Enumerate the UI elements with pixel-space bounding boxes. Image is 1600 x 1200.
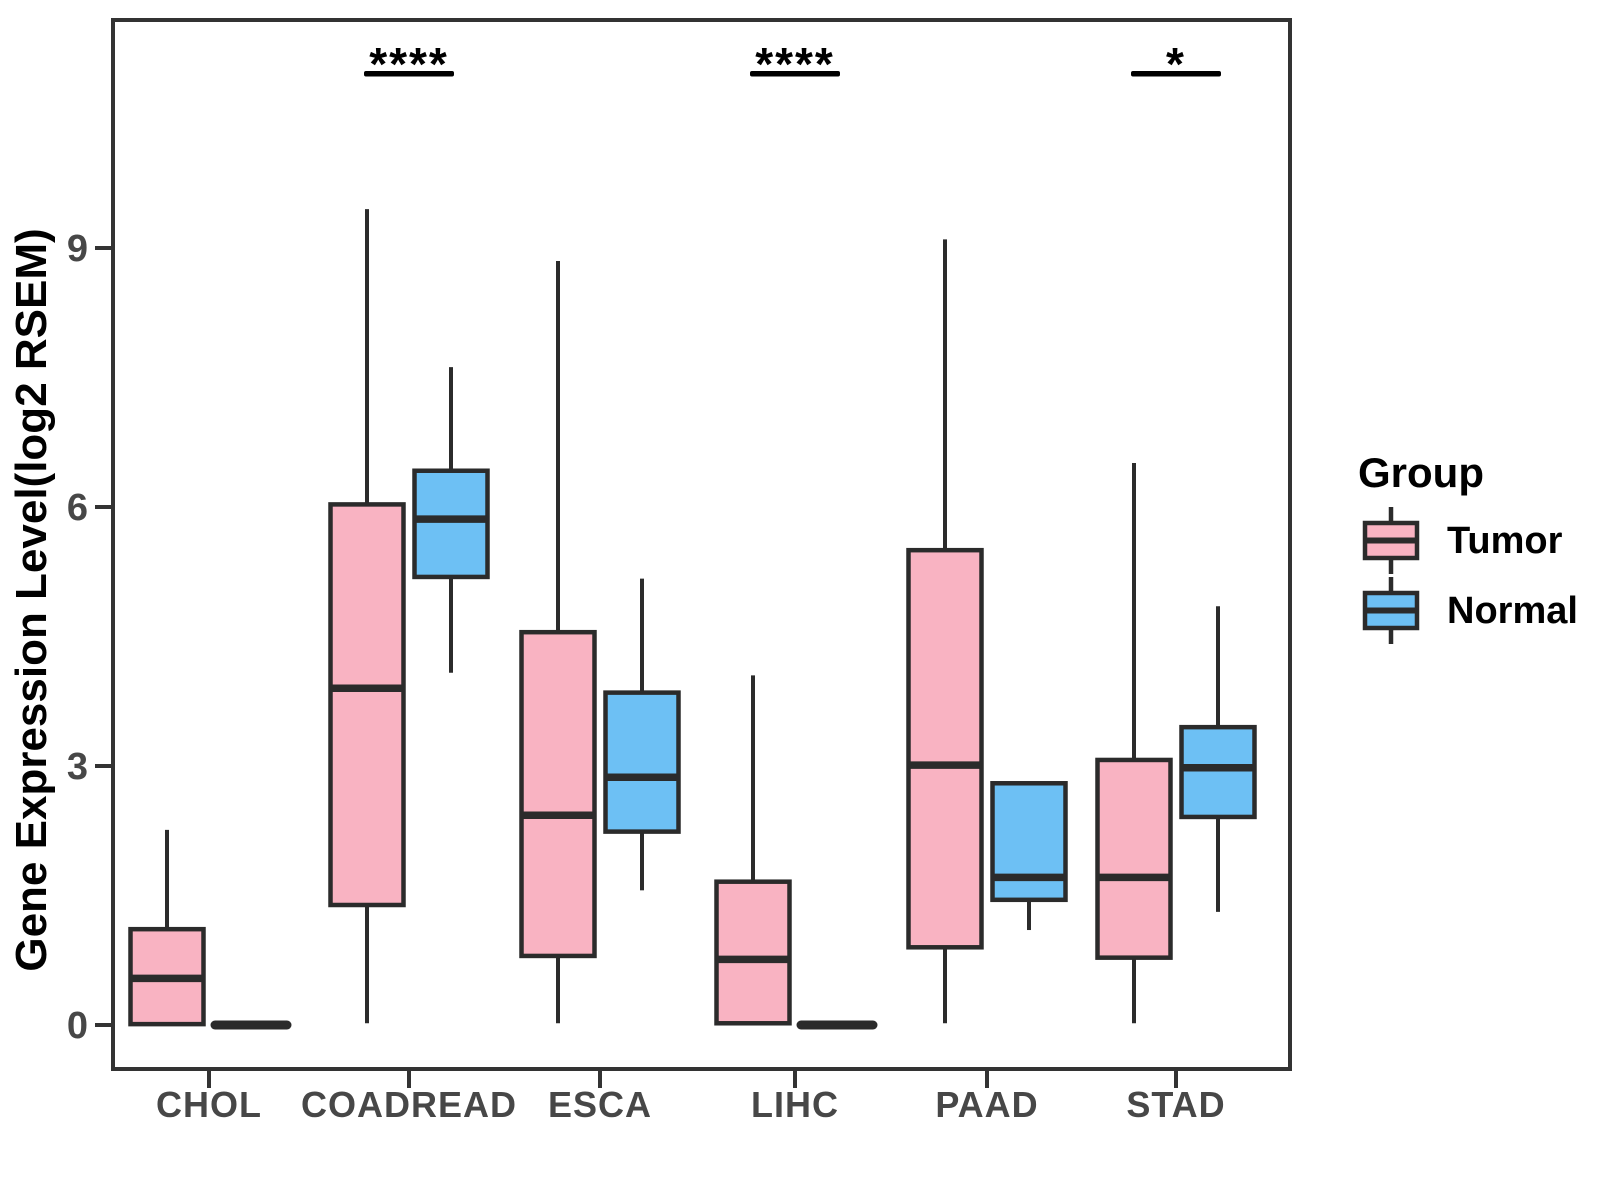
x-tick-label-ESCA: ESCA xyxy=(548,1084,652,1125)
x-tick-label-COADREAD: COADREAD xyxy=(301,1084,517,1125)
legend-key-tumor xyxy=(1362,507,1420,574)
x-tick-label-LIHC: LIHC xyxy=(751,1084,839,1125)
y-tick-label-0: 0 xyxy=(67,1005,88,1047)
box-normal-COADREAD xyxy=(412,468,490,580)
sig-annotation-COADREAD: **** xyxy=(369,38,449,90)
x-tick-label-STAD: STAD xyxy=(1126,1084,1225,1125)
sig-annotation-STAD: * xyxy=(1166,38,1186,90)
legend-key-normal xyxy=(1362,577,1420,644)
sig-annotation-LIHC: **** xyxy=(755,38,835,90)
box-tumor-PAAD xyxy=(906,547,984,950)
box-tumor-COADREAD xyxy=(328,502,406,908)
legend-title: Group xyxy=(1358,449,1484,496)
box-tumor-STAD xyxy=(1095,757,1173,960)
y-axis-title: Gene Expression Level(log2 RSEM) xyxy=(7,228,56,971)
sig-bar-LIHC xyxy=(750,71,840,77)
sig-bar-STAD xyxy=(1131,71,1221,77)
x-tick-label-PAAD: PAAD xyxy=(935,1084,1038,1125)
y-tick-label-3: 3 xyxy=(67,746,88,788)
box-normal-ESCA xyxy=(603,690,681,834)
legend-label-tumor: Tumor xyxy=(1447,520,1563,562)
x-tick-label-CHOL: CHOL xyxy=(156,1084,262,1125)
box-tumor-LIHC xyxy=(714,879,792,1026)
box-normal-PAAD xyxy=(990,781,1068,903)
y-tick-label-9: 9 xyxy=(67,228,88,270)
legend: Group Tumor Normal xyxy=(1358,449,1578,644)
panel-border xyxy=(111,18,1292,1071)
box-normal-STAD xyxy=(1179,724,1257,820)
legend-label-normal: Normal xyxy=(1447,590,1578,632)
sig-bar-COADREAD xyxy=(364,71,454,77)
box-tumor-ESCA xyxy=(519,629,597,959)
y-tick-label-6: 6 xyxy=(67,487,88,529)
